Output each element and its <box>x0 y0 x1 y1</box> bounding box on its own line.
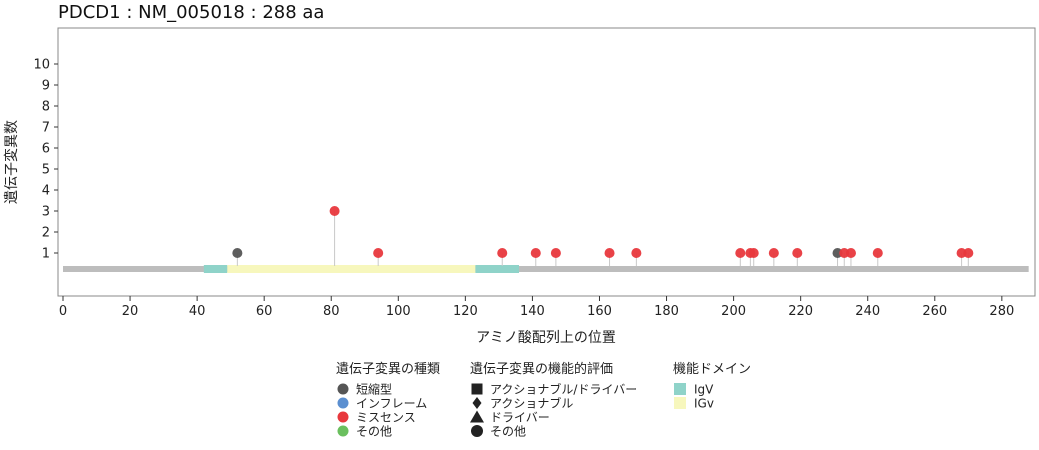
y-tick-label: 6 <box>42 142 50 157</box>
x-tick-label: 140 <box>520 304 545 319</box>
y-axis: 1 2 3 4 5 6 7 8 9 10 <box>33 58 58 262</box>
diamond-icon <box>472 397 482 409</box>
legend: 遺伝子変異の種類短縮型インフレームミスセンスその他遺伝子変異の機能的評価アクショ… <box>336 361 751 439</box>
mutation-point <box>497 248 508 258</box>
domain-IgV <box>203 265 228 273</box>
x-tick-label: 180 <box>654 304 679 319</box>
y-tick-label: 9 <box>42 79 50 94</box>
legend-label: アクショナブル/ドライバー <box>490 382 637 397</box>
legend-swatch-2 <box>337 411 349 423</box>
mutation-point <box>735 248 746 258</box>
legend-label: その他 <box>490 425 526 439</box>
x-tick-label: 120 <box>453 304 478 319</box>
protein-track <box>63 265 1029 273</box>
x-tick-label: 80 <box>323 304 340 319</box>
domain-IgV <box>475 265 520 273</box>
legend-title-domains: 機能ドメイン <box>673 362 751 377</box>
legend-domain-swatch <box>674 397 686 409</box>
x-tick-label: 20 <box>122 304 139 319</box>
mutation-point <box>768 248 779 258</box>
legend-domain-swatch <box>674 383 686 395</box>
chart-title: PDCD1 : NM_005018 : 288 aa <box>58 2 324 23</box>
x-tick-label: 260 <box>922 304 947 319</box>
mutation-point <box>748 248 759 258</box>
legend-label: インフレーム <box>356 397 427 411</box>
mutation-point <box>792 248 803 258</box>
x-tick-label: 220 <box>788 304 813 319</box>
legend-label: アクショナブル <box>490 396 573 411</box>
y-tick-label: 5 <box>42 163 50 178</box>
mutation-point <box>329 206 340 216</box>
y-tick-label: 7 <box>42 121 50 136</box>
plot-frame <box>57 27 1036 297</box>
x-tick-label: 280 <box>989 304 1014 319</box>
x-axis: 0 20 40 60 80 100 120 140 160 180 200 220 240 260 280 <box>59 296 1014 319</box>
mutation-point <box>845 248 856 258</box>
mutation-point <box>604 248 615 258</box>
domain-IGv <box>227 265 476 273</box>
legend-swatch-1 <box>337 397 349 409</box>
mutation-point <box>232 248 243 258</box>
legend-label: IGv <box>694 397 714 411</box>
mutation-lollipops <box>232 206 974 266</box>
mutation-point <box>631 248 642 258</box>
x-tick-label: 100 <box>386 304 411 319</box>
square-icon <box>471 383 483 395</box>
y-axis-title: 遺伝子変異数 <box>3 120 20 204</box>
legend-title-evaluation: 遺伝子変異の機能的評価 <box>470 361 613 377</box>
legend-label: ミスセンス <box>356 411 416 425</box>
x-tick-label: 200 <box>721 304 746 319</box>
legend-swatch-3 <box>337 425 349 437</box>
legend-title-mutation-types: 遺伝子変異の種類 <box>336 361 440 377</box>
y-tick-label: 3 <box>42 205 50 220</box>
x-tick-label: 60 <box>256 304 273 319</box>
y-tick-label: 10 <box>33 58 50 73</box>
y-tick-label: 4 <box>42 184 50 199</box>
x-axis-title: アミノ酸配列上の位置 <box>476 330 616 346</box>
y-tick-label: 8 <box>42 100 50 115</box>
mutation-point <box>530 248 541 258</box>
mutation-point <box>872 248 883 258</box>
mutation-point <box>550 248 561 258</box>
protein-backbone <box>63 266 1029 272</box>
x-tick-label: 240 <box>855 304 880 319</box>
x-tick-label: 0 <box>59 304 67 319</box>
triangle-icon <box>470 410 484 423</box>
y-tick-label: 2 <box>42 226 50 241</box>
circle-icon <box>471 425 483 437</box>
legend-label: ドライバー <box>490 411 550 425</box>
legend-label: その他 <box>356 425 392 439</box>
legend-label: 短縮型 <box>356 382 392 397</box>
legend-label: IgV <box>694 383 714 397</box>
mutation-point <box>963 248 974 258</box>
x-tick-label: 40 <box>189 304 206 319</box>
y-tick-label: 1 <box>42 247 50 262</box>
legend-swatch-0 <box>337 383 349 395</box>
x-tick-label: 160 <box>587 304 612 319</box>
mutation-point <box>373 248 384 258</box>
